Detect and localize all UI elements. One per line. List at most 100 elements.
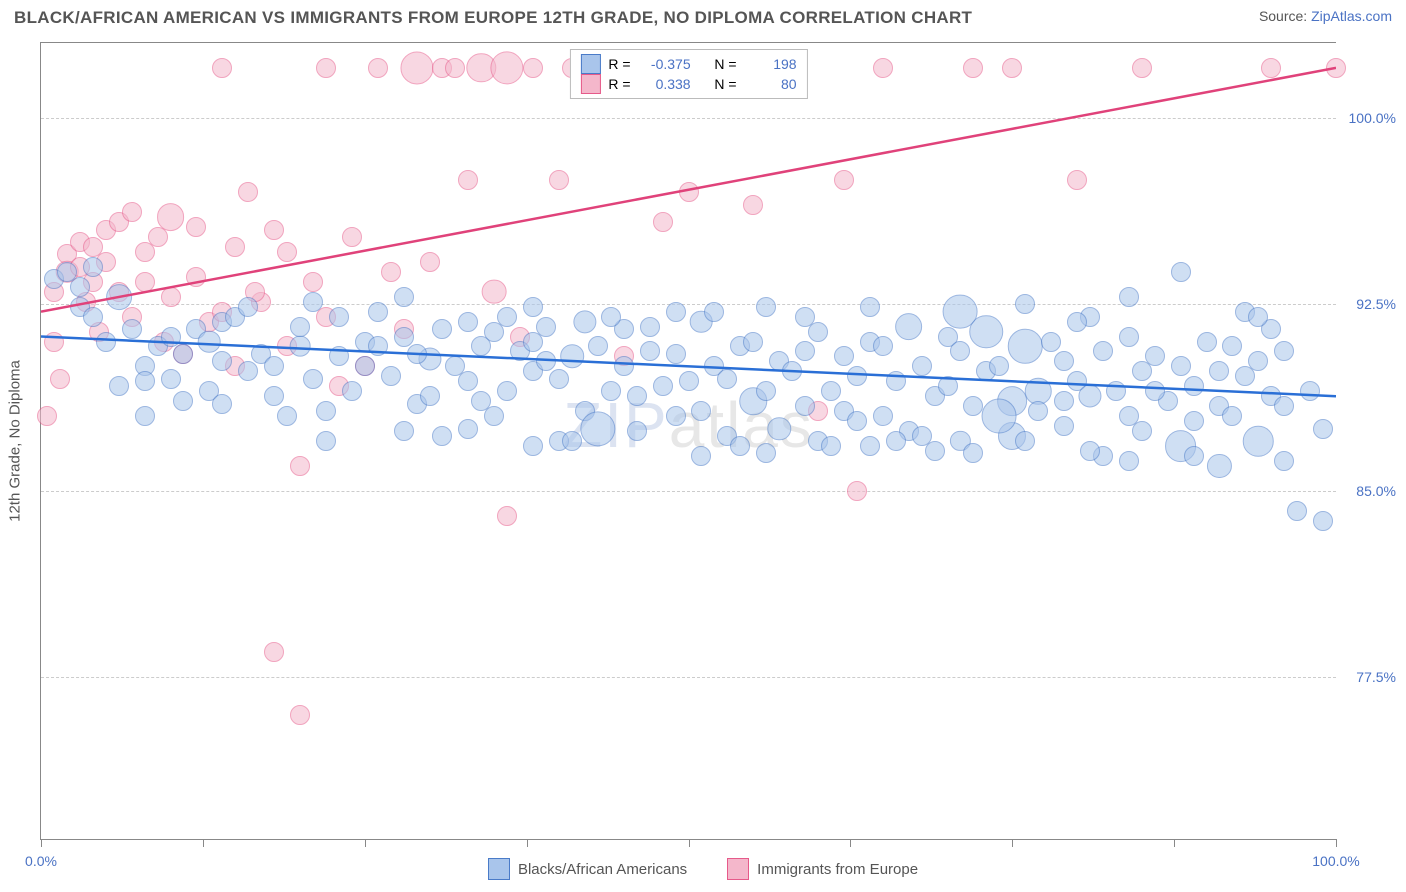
data-point bbox=[212, 58, 232, 78]
chart-title: BLACK/AFRICAN AMERICAN VS IMMIGRANTS FRO… bbox=[14, 8, 972, 28]
data-point bbox=[588, 336, 608, 356]
data-point bbox=[717, 369, 737, 389]
data-point bbox=[1261, 58, 1281, 78]
data-point bbox=[329, 346, 349, 366]
data-point bbox=[1326, 58, 1346, 78]
data-point bbox=[886, 371, 906, 391]
data-point bbox=[381, 262, 401, 282]
data-point bbox=[795, 307, 815, 327]
data-point bbox=[238, 361, 258, 381]
data-point bbox=[471, 391, 491, 411]
data-point bbox=[756, 443, 776, 463]
legend-label: Blacks/African Americans bbox=[518, 861, 687, 878]
data-point bbox=[316, 431, 336, 451]
data-point bbox=[161, 327, 181, 347]
data-point bbox=[730, 436, 750, 456]
x-tick bbox=[1012, 839, 1013, 847]
data-point bbox=[400, 51, 433, 84]
data-point bbox=[37, 406, 57, 426]
legend-N-label: N = bbox=[714, 76, 736, 92]
data-point bbox=[458, 170, 478, 190]
data-point bbox=[316, 401, 336, 421]
data-point bbox=[562, 431, 582, 451]
data-point bbox=[186, 267, 206, 287]
data-point bbox=[50, 369, 70, 389]
data-point bbox=[1119, 327, 1139, 347]
data-point bbox=[355, 356, 375, 376]
y-axis-label: 12th Grade, No Diploma bbox=[7, 360, 24, 522]
data-point bbox=[1209, 361, 1229, 381]
data-point bbox=[420, 386, 440, 406]
data-point bbox=[549, 170, 569, 190]
data-point bbox=[135, 371, 155, 391]
data-point bbox=[860, 436, 880, 456]
data-point bbox=[173, 344, 193, 364]
data-point bbox=[1041, 332, 1061, 352]
data-point bbox=[342, 381, 362, 401]
data-point bbox=[342, 227, 362, 247]
data-point bbox=[161, 369, 181, 389]
data-point bbox=[925, 441, 945, 461]
data-point bbox=[666, 406, 686, 426]
data-point bbox=[1132, 421, 1152, 441]
data-point bbox=[1274, 451, 1294, 471]
data-point bbox=[1222, 406, 1242, 426]
data-point bbox=[1080, 441, 1100, 461]
data-point bbox=[277, 242, 297, 262]
data-point bbox=[1008, 329, 1042, 363]
legend-swatch-pink bbox=[580, 74, 600, 94]
data-point bbox=[1002, 58, 1022, 78]
data-point bbox=[573, 310, 596, 333]
data-point bbox=[1248, 307, 1268, 327]
data-point bbox=[938, 376, 958, 396]
data-point bbox=[536, 317, 556, 337]
data-point bbox=[795, 341, 815, 361]
legend-R-value: -0.375 bbox=[639, 56, 691, 72]
legend-item: Blacks/African Americans bbox=[488, 858, 687, 880]
legend-N-label: N = bbox=[714, 56, 736, 72]
y-tick-label: 77.5% bbox=[1356, 669, 1396, 685]
data-point bbox=[368, 58, 388, 78]
data-point bbox=[225, 237, 245, 257]
data-point bbox=[83, 307, 103, 327]
data-point bbox=[109, 376, 129, 396]
chart-area: 12th Grade, No Diploma ZIPatlas 77.5%85.… bbox=[40, 42, 1336, 840]
data-point bbox=[1054, 391, 1074, 411]
data-point bbox=[303, 272, 323, 292]
data-point bbox=[943, 294, 978, 329]
x-tick bbox=[689, 839, 690, 847]
data-point bbox=[1106, 381, 1126, 401]
data-point bbox=[1222, 336, 1242, 356]
legend-R-label: R = bbox=[608, 56, 630, 72]
data-point bbox=[523, 58, 543, 78]
data-point bbox=[407, 344, 427, 364]
data-point bbox=[44, 332, 64, 352]
data-point bbox=[523, 297, 543, 317]
data-point bbox=[1171, 356, 1191, 376]
data-point bbox=[394, 421, 414, 441]
data-point bbox=[264, 386, 284, 406]
data-point bbox=[135, 406, 155, 426]
data-point bbox=[106, 284, 132, 310]
data-point bbox=[1119, 451, 1139, 471]
data-point bbox=[1132, 58, 1152, 78]
legend-item: Immigrants from Europe bbox=[727, 858, 918, 880]
data-point bbox=[1274, 341, 1294, 361]
data-point bbox=[303, 292, 323, 312]
gridline bbox=[41, 304, 1336, 305]
data-point bbox=[666, 344, 686, 364]
data-point bbox=[264, 356, 284, 376]
data-point bbox=[497, 506, 517, 526]
data-point bbox=[989, 356, 1009, 376]
data-point bbox=[1197, 332, 1217, 352]
legend-N-value: 198 bbox=[745, 56, 797, 72]
data-point bbox=[277, 406, 297, 426]
source-link[interactable]: ZipAtlas.com bbox=[1311, 8, 1392, 24]
x-tick bbox=[850, 839, 851, 847]
data-point bbox=[1054, 416, 1074, 436]
data-point bbox=[1119, 287, 1139, 307]
data-point bbox=[847, 411, 867, 431]
data-point bbox=[1184, 411, 1204, 431]
data-point bbox=[1300, 381, 1320, 401]
data-point bbox=[679, 182, 699, 202]
